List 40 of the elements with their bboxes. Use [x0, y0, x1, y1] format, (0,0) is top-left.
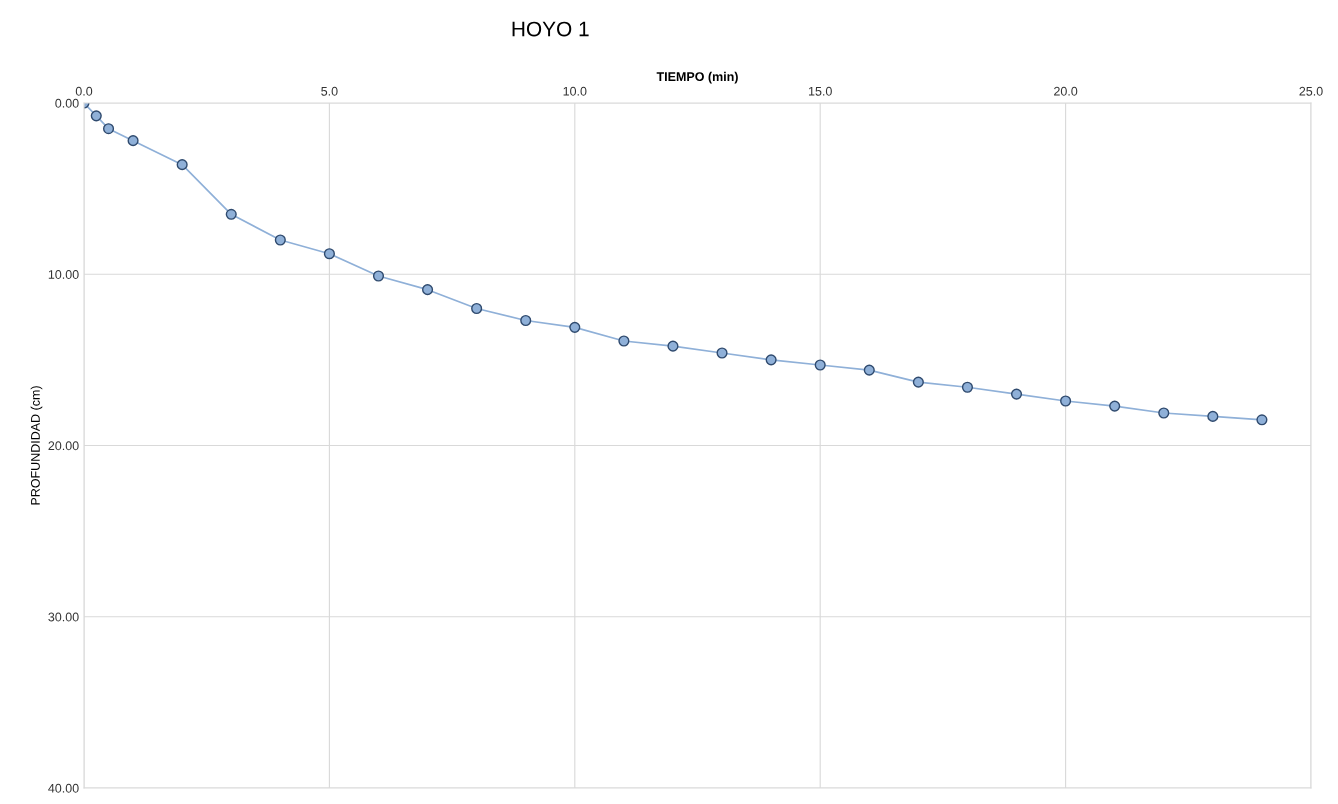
point — [961, 381, 973, 393]
point — [863, 364, 875, 376]
chart-title: HOYO 1 — [512, 21, 589, 37]
point — [90, 110, 102, 122]
x-tick-label: 5.0 — [321, 86, 338, 96]
point — [274, 234, 286, 246]
point — [618, 335, 630, 347]
point — [422, 284, 434, 296]
y-tick-label: 20.00 — [48, 441, 79, 451]
y-axis-title: PROFUNDIDAD (cm) — [30, 386, 43, 505]
point — [1207, 410, 1219, 422]
point — [814, 359, 826, 371]
point — [471, 302, 483, 315]
point — [1060, 395, 1072, 407]
point — [716, 347, 728, 359]
x-tick-label: 15.0 — [808, 86, 832, 96]
point — [667, 340, 679, 352]
point — [520, 314, 532, 327]
point — [372, 270, 385, 282]
x-tick-label: 25.0 — [1299, 86, 1323, 96]
y-tick-label: 0.00 — [55, 98, 79, 108]
point — [1256, 414, 1268, 426]
y-tick-label: 10.00 — [48, 270, 79, 279]
point — [176, 159, 188, 171]
y-tick-label: 30.00 — [48, 612, 79, 622]
y-tick-label: 40.00 — [48, 783, 79, 793]
point — [1158, 407, 1170, 419]
point — [912, 376, 924, 388]
point — [1109, 400, 1121, 412]
point — [765, 354, 777, 366]
point — [127, 135, 139, 147]
x-tick-label: 20.0 — [1054, 86, 1078, 96]
x-tick-label: 10.0 — [563, 86, 587, 96]
x-axis-title: TIEMPO (min) — [656, 71, 738, 84]
point — [569, 321, 581, 333]
point — [102, 123, 115, 135]
point — [225, 208, 237, 220]
point — [1010, 388, 1023, 400]
point — [323, 248, 335, 260]
x-tick-label: 0.0 — [75, 86, 93, 96]
